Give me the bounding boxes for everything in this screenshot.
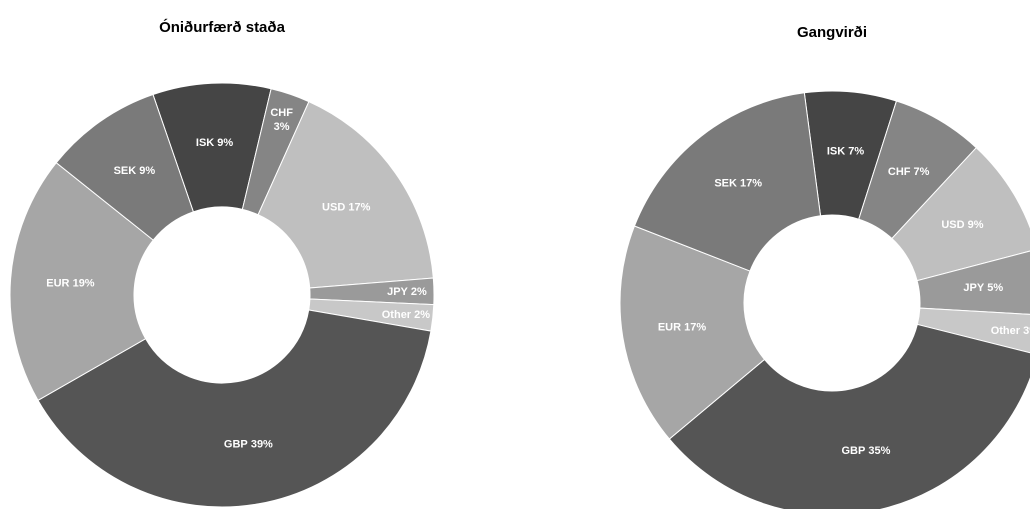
slice-value: 5%	[984, 282, 1003, 294]
donut-slice	[9, 162, 154, 402]
slice-category: USD	[322, 201, 345, 213]
donut-slice	[891, 146, 1030, 282]
slice-label: CHF 7%	[888, 166, 930, 178]
slice-value: 9%	[965, 219, 984, 231]
slice-value: 7%	[845, 146, 864, 158]
chart-title: Óniðurfærð staða	[159, 18, 286, 36]
slice-label: CHF 3%	[270, 107, 293, 133]
slice-label: GBP 39%	[224, 439, 273, 451]
slice-label: Other 2%	[382, 309, 431, 321]
slice-category: Other	[382, 309, 412, 321]
slice-label: JPY 5%	[963, 282, 1003, 294]
slice-category: USD	[941, 219, 964, 231]
slice-category: EUR	[658, 321, 681, 333]
slice-value: 39%	[248, 439, 273, 451]
slice-label: Other 3%	[991, 325, 1030, 337]
slice-category: GBP	[841, 445, 865, 457]
slice-category: JPY	[387, 286, 408, 298]
slice-value: 17%	[737, 177, 762, 189]
slice-value: 7%	[911, 166, 930, 178]
slice-label: SEK 9%	[114, 165, 156, 177]
slice-value: 17%	[345, 201, 370, 213]
slice-value: 19%	[70, 277, 95, 289]
slice-category: EUR	[46, 277, 69, 289]
slice-category: ISK	[827, 146, 845, 158]
slice-category: SEK	[114, 165, 137, 177]
donut-slice	[633, 92, 822, 272]
slice-label: USD 17%	[322, 201, 371, 213]
slice-value: 9%	[214, 137, 233, 149]
slice-category: Other	[991, 325, 1021, 337]
slice-value: 3%	[274, 121, 290, 133]
donut-slice	[619, 225, 766, 440]
slice-category: CHF	[270, 107, 293, 119]
slice-label: SEK 17%	[714, 177, 762, 189]
slice-label: ISK 9%	[196, 137, 234, 149]
slice-category: CHF	[888, 166, 911, 178]
donut-slice	[257, 100, 434, 289]
chart-title: Gangvirði	[797, 24, 867, 41]
slice-value: 3%	[1020, 325, 1030, 337]
donut-slice	[668, 323, 1030, 509]
slice-label: EUR 19%	[46, 277, 95, 289]
slice-value: 2%	[411, 309, 430, 321]
donut-slice	[55, 93, 194, 241]
slice-label: USD 9%	[941, 219, 983, 231]
slice-label: JPY 2%	[387, 286, 427, 298]
slice-label: EUR 17%	[658, 321, 707, 333]
slice-category: ISK	[196, 137, 214, 149]
slice-category: GBP	[224, 439, 248, 451]
donut-slice	[37, 309, 432, 508]
slice-value: 35%	[865, 445, 890, 457]
donut-slice	[916, 250, 1030, 315]
slice-category: SEK	[714, 177, 737, 189]
slice-value: 9%	[136, 165, 155, 177]
slice-label: GBP 35%	[841, 445, 890, 457]
slice-value: 17%	[681, 321, 706, 333]
slice-category: JPY	[963, 282, 984, 294]
slice-value: 2%	[408, 286, 427, 298]
slice-label: ISK 7%	[827, 146, 865, 158]
